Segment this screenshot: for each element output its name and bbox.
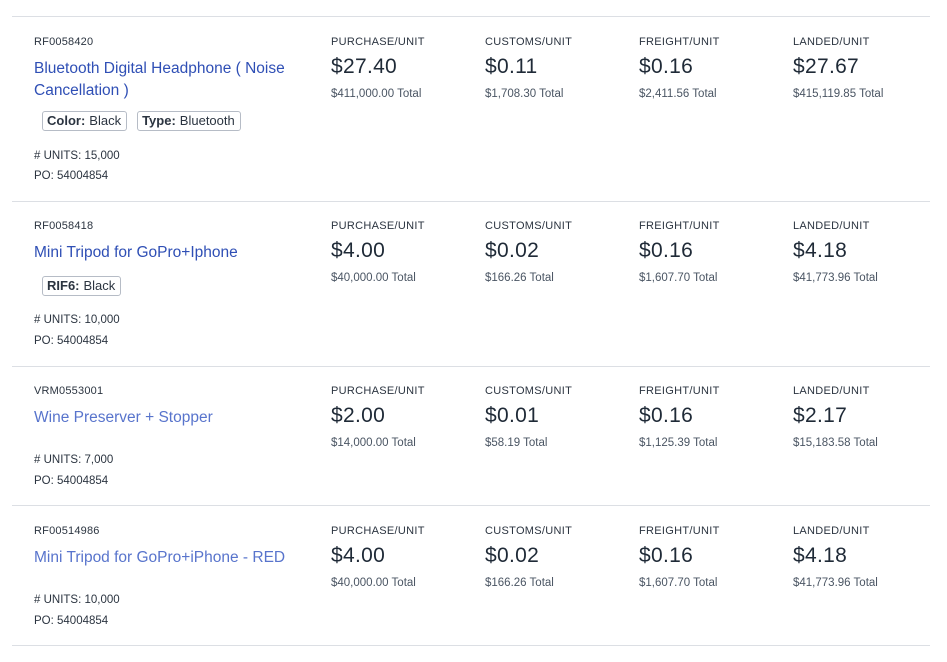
- item-sku: RF00514986: [34, 525, 100, 537]
- cost-per-unit: $0.16: [639, 55, 694, 78]
- cost-label: CUSTOMS/UNIT: [485, 525, 573, 537]
- item-attributes: Color: Black Type: Bluetooth: [42, 111, 241, 131]
- cost-label: LANDED/UNIT: [793, 385, 870, 397]
- cost-label: PURCHASE/UNIT: [331, 385, 425, 397]
- cost-total: $2,411.56 Total: [639, 88, 717, 100]
- item-po: PO: 54004854: [34, 615, 109, 627]
- item-po: PO: 54004854: [34, 475, 109, 487]
- item-po: PO: 54004854: [34, 335, 109, 347]
- cost-total: $1,607.70 Total: [639, 577, 718, 589]
- shipment-item-row: RF00514986 Mini Tripod for GoPro+iPhone …: [0, 506, 947, 645]
- cost-label: CUSTOMS/UNIT: [485, 220, 573, 232]
- cost-per-unit: $0.16: [639, 404, 694, 427]
- cost-total: $15,183.58 Total: [793, 437, 878, 449]
- row-divider: [12, 645, 930, 646]
- cost-total: $415,119.85 Total: [793, 88, 884, 100]
- cost-label: PURCHASE/UNIT: [331, 220, 425, 232]
- cost-per-unit: $4.00: [331, 239, 386, 262]
- item-units: # UNITS: 10,000: [34, 594, 120, 606]
- cost-total: $40,000.00 Total: [331, 272, 416, 284]
- attribute-value: Bluetooth: [179, 113, 235, 128]
- cost-label: FREIGHT/UNIT: [639, 220, 720, 232]
- cost-per-unit: $4.18: [793, 239, 848, 262]
- cost-total: $1,125.39 Total: [639, 437, 718, 449]
- cost-label: PURCHASE/UNIT: [331, 525, 425, 537]
- cost-total: $411,000.00 Total: [331, 88, 422, 100]
- cost-label: FREIGHT/UNIT: [639, 385, 720, 397]
- cost-per-unit: $0.01: [485, 404, 540, 427]
- item-title-link[interactable]: Mini Tripod for GoPro+Iphone: [34, 244, 238, 261]
- item-title-link[interactable]: Bluetooth Digital Headphone ( Noise Canc…: [34, 60, 285, 99]
- cost-label: LANDED/UNIT: [793, 220, 870, 232]
- attribute-chip: Color: Black: [42, 111, 128, 131]
- item-sku: RF0058420: [34, 36, 94, 48]
- cost-per-unit: $27.40: [331, 55, 398, 78]
- shipment-item-row: RF0058420 Bluetooth Digital Headphone ( …: [0, 17, 947, 201]
- cost-per-unit: $2.17: [793, 404, 848, 427]
- cost-per-unit: $0.16: [639, 239, 694, 262]
- item-sku: RF0058418: [34, 220, 94, 232]
- cost-total: $166.26 Total: [485, 577, 554, 589]
- attribute-key: RIF6:: [47, 278, 80, 293]
- cost-per-unit: $4.00: [331, 544, 386, 567]
- attribute-chip: Type: Bluetooth: [137, 111, 241, 131]
- cost-total: $1,607.70 Total: [639, 272, 718, 284]
- attribute-key: Color:: [47, 113, 86, 128]
- item-attributes: RIF6: Black: [42, 276, 122, 296]
- cost-per-unit: $4.18: [793, 544, 848, 567]
- cost-per-unit: $0.11: [485, 55, 538, 78]
- item-units: # UNITS: 15,000: [34, 150, 120, 162]
- cost-total: $40,000.00 Total: [331, 577, 416, 589]
- cost-total: $1,708.30 Total: [485, 88, 564, 100]
- attribute-key: Type:: [142, 113, 176, 128]
- attribute-value: Black: [83, 278, 116, 293]
- cost-label: FREIGHT/UNIT: [639, 36, 720, 48]
- cost-label: CUSTOMS/UNIT: [485, 385, 573, 397]
- cost-total: $14,000.00 Total: [331, 437, 416, 449]
- cost-total: $166.26 Total: [485, 272, 554, 284]
- row-divider: [12, 505, 930, 506]
- cost-total: $41,773.96 Total: [793, 577, 878, 589]
- item-po: PO: 54004854: [34, 170, 109, 182]
- cost-label: FREIGHT/UNIT: [639, 525, 720, 537]
- row-divider: [12, 366, 930, 367]
- cost-total: $41,773.96 Total: [793, 272, 878, 284]
- attribute-chip: RIF6: Black: [42, 276, 122, 296]
- row-divider: [12, 16, 930, 17]
- item-units: # UNITS: 10,000: [34, 314, 120, 326]
- cost-label: CUSTOMS/UNIT: [485, 36, 573, 48]
- item-title-link[interactable]: Wine Preserver + Stopper: [34, 409, 213, 426]
- cost-label: PURCHASE/UNIT: [331, 36, 425, 48]
- cost-per-unit: $0.16: [639, 544, 694, 567]
- cost-label: LANDED/UNIT: [793, 525, 870, 537]
- item-sku: VRM0553001: [34, 385, 104, 397]
- item-title-link[interactable]: Mini Tripod for GoPro+iPhone - RED: [34, 549, 286, 566]
- cost-per-unit: $2.00: [331, 404, 386, 427]
- shipment-item-row: VRM0553001 Wine Preserver + Stopper # UN…: [0, 366, 947, 505]
- shipment-item-row: RF0058418 Mini Tripod for GoPro+Iphone R…: [0, 201, 947, 366]
- cost-per-unit: $27.67: [793, 55, 860, 78]
- row-divider: [12, 201, 930, 202]
- cost-per-unit: $0.02: [485, 239, 540, 262]
- cost-total: $58.19 Total: [485, 437, 548, 449]
- attribute-value: Black: [89, 113, 122, 128]
- cost-per-unit: $0.02: [485, 544, 540, 567]
- cost-label: LANDED/UNIT: [793, 36, 870, 48]
- item-units: # UNITS: 7,000: [34, 454, 114, 466]
